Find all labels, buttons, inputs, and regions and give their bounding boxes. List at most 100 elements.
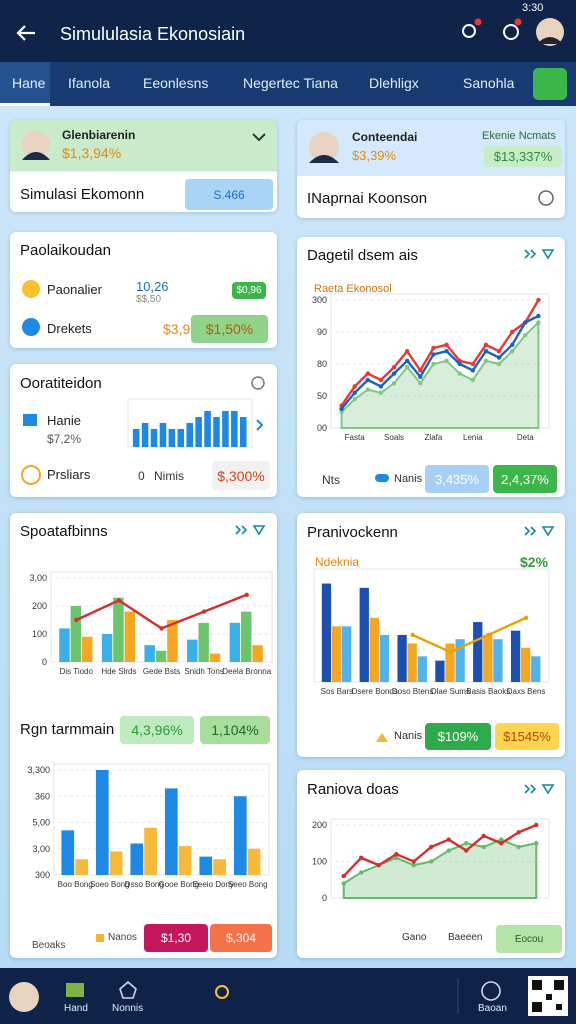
x-tick-label: Snidh Tons xyxy=(184,667,223,676)
avatar-body xyxy=(22,152,50,160)
profile-right-label: INaprnai Koonson xyxy=(307,190,428,207)
settings-icon[interactable] xyxy=(251,376,265,390)
tab[interactable]: Sanohla xyxy=(463,75,515,91)
tab-action[interactable] xyxy=(533,68,567,100)
bar xyxy=(144,645,155,662)
tab[interactable]: Hane xyxy=(12,75,46,91)
x-tick-label: Dis Tiodo xyxy=(60,667,94,676)
point xyxy=(509,349,515,354)
tab[interactable]: Ifanola xyxy=(68,75,111,91)
x-tick-label: Daxs Bens xyxy=(507,687,546,696)
nav-icon[interactable] xyxy=(66,983,84,997)
bar xyxy=(59,628,70,662)
nav-profile[interactable]: Baoan xyxy=(478,1003,507,1014)
nav-icon[interactable] xyxy=(215,985,229,999)
y-tick-label: 360 xyxy=(35,791,50,801)
growth-subtitle: Ndeknia xyxy=(315,555,360,569)
tab-bar xyxy=(0,62,576,106)
badge: 4,3,96% xyxy=(120,716,194,744)
point xyxy=(378,377,384,383)
bar xyxy=(521,647,531,682)
header-title: Simululasia Ekonosiain xyxy=(60,24,246,44)
avatar xyxy=(309,132,339,162)
y-tick-label: 0 xyxy=(42,657,47,667)
tab[interactable]: Eeonlesns xyxy=(143,75,209,91)
point xyxy=(464,848,469,853)
y-tick-label: 100 xyxy=(312,857,327,867)
bar xyxy=(187,639,198,662)
nav-news[interactable]: Nonnis xyxy=(112,1003,144,1014)
nav-icon[interactable] xyxy=(119,980,137,999)
tab[interactable]: Dlehligx xyxy=(369,75,419,91)
card-actions[interactable] xyxy=(524,526,555,537)
bar xyxy=(252,645,263,662)
nav-home[interactable]: Hand xyxy=(64,1003,88,1014)
footer-mid: Nanos xyxy=(108,932,137,943)
y-tick-label: 80 xyxy=(317,359,327,369)
card-actions[interactable] xyxy=(524,784,555,795)
bar xyxy=(247,848,261,875)
point xyxy=(365,377,371,383)
bar xyxy=(417,656,427,682)
chevron[interactable] xyxy=(256,419,264,431)
legend-icon xyxy=(376,733,388,742)
avatar[interactable] xyxy=(536,18,564,46)
bar xyxy=(109,851,123,875)
qr-pattern xyxy=(532,980,564,1012)
point xyxy=(365,371,371,376)
x-tick-label: Basis Baoks xyxy=(466,687,510,696)
bell-icon[interactable] xyxy=(503,24,519,40)
profile-right-side-label: Ekenie Ncmats xyxy=(482,130,556,142)
point xyxy=(404,349,410,354)
point xyxy=(486,632,491,638)
bar xyxy=(177,429,185,447)
y-tick-label: 0 xyxy=(322,893,327,903)
point xyxy=(404,365,410,370)
point xyxy=(391,365,397,370)
point xyxy=(429,844,434,850)
profile-left-value: $1,3,94% xyxy=(62,145,122,161)
avatar[interactable] xyxy=(9,982,39,1012)
bar xyxy=(445,643,455,682)
point xyxy=(446,837,451,842)
point xyxy=(352,397,357,402)
point xyxy=(418,374,423,379)
card-actions[interactable] xyxy=(235,525,266,536)
badge: $,304 xyxy=(210,924,272,952)
y-tick-label: 90 xyxy=(317,327,327,337)
row-icon xyxy=(22,318,40,336)
area xyxy=(342,838,538,899)
select[interactable]: S.466 xyxy=(185,179,273,210)
card-actions[interactable] xyxy=(524,249,555,260)
x-tick-label: Gede Bsts xyxy=(143,667,180,676)
line xyxy=(412,616,527,654)
refresh-icon[interactable] xyxy=(538,190,554,206)
bar xyxy=(101,634,113,662)
active-tab[interactable] xyxy=(0,62,50,106)
x-tick-label: Sos Bars xyxy=(321,687,353,696)
y-tick-label: 00 xyxy=(317,423,327,433)
nav-icon[interactable] xyxy=(481,981,501,1001)
badge: $109% xyxy=(425,723,491,750)
x-tick-label: Soeo Bong xyxy=(90,880,130,889)
bar xyxy=(229,622,241,662)
back-icon[interactable] xyxy=(16,25,35,41)
bar xyxy=(531,656,541,682)
row-icon xyxy=(23,414,37,426)
chevron[interactable] xyxy=(252,133,266,142)
point xyxy=(201,609,207,614)
point xyxy=(359,870,364,875)
point xyxy=(410,632,415,638)
bar xyxy=(369,617,379,682)
point xyxy=(470,368,476,373)
search-icon[interactable] xyxy=(462,24,476,38)
point xyxy=(418,368,423,373)
point xyxy=(159,626,164,631)
bar xyxy=(510,630,521,682)
point xyxy=(394,855,399,861)
point xyxy=(391,381,397,386)
bar xyxy=(213,417,220,447)
tab[interactable]: Negertec Tiana xyxy=(243,75,338,91)
x-tick-label: Lenia xyxy=(463,433,483,442)
y-tick-label: 200 xyxy=(32,601,47,611)
